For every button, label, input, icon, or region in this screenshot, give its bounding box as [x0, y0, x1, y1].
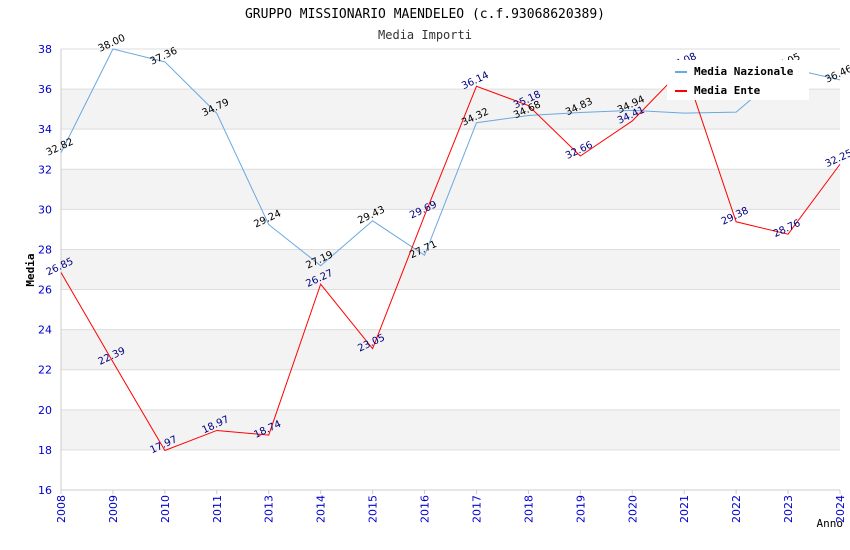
series-line-ente	[60, 66, 841, 452]
gridlines	[60, 48, 840, 491]
y-tick-label: 26	[38, 284, 52, 297]
legend-label-ente: Media Ente	[694, 84, 761, 97]
legend-label-nazionale: Media Nazionale	[694, 65, 794, 78]
series-line-nazionale	[60, 48, 841, 267]
y-tick-label: 22	[38, 364, 52, 377]
x-tick-label: 2010	[159, 495, 172, 523]
x-tick-label: 2008	[55, 495, 68, 523]
y-axis-label: Media	[24, 253, 37, 286]
x-tick-label: 2023	[782, 495, 795, 523]
data-label-nazionale: 29.24	[252, 208, 283, 230]
data-label-ente: 28.76	[772, 218, 803, 240]
x-axis-ticks: 2008 2009 2010 2011 2013 2014 2015 2016 2017 2018…	[55, 490, 847, 523]
chart-title: GRUPPO MISSIONARIO MAENDELEO (c.f.930686…	[245, 7, 605, 22]
x-tick-label: 2019	[574, 495, 587, 523]
series-lines	[60, 48, 841, 452]
x-tick-label: 2024	[834, 495, 847, 523]
y-tick-label: 38	[38, 43, 52, 56]
data-label-nazionale: 36.46	[824, 64, 850, 86]
x-tick-label: 2021	[678, 495, 691, 523]
plot-bands	[61, 89, 840, 450]
y-tick-label: 18	[38, 444, 52, 457]
data-label-nazionale: 32.82	[45, 137, 76, 159]
y-tick-label: 30	[38, 203, 52, 216]
x-tick-label: 2016	[419, 495, 432, 523]
x-tick-label: 2014	[315, 495, 328, 523]
legend-box	[667, 60, 809, 100]
y-tick-label: 20	[38, 404, 52, 417]
y-tick-label: 24	[38, 324, 52, 337]
y-axis-ticks: 16 18 20 22 24 26 28 30 32 34 36 38	[38, 43, 52, 497]
y-tick-label: 34	[38, 123, 52, 136]
y-tick-label: 32	[38, 163, 52, 176]
x-tick-label: 2022	[730, 495, 743, 523]
legend: Media Nazionale Media Ente	[667, 60, 809, 100]
x-tick-label: 2009	[107, 495, 120, 523]
x-tick-label: 2011	[211, 495, 224, 523]
y-tick-label: 28	[38, 243, 52, 256]
data-label-ente: 32.25	[824, 148, 850, 170]
x-tick-label: 2015	[367, 495, 380, 523]
y-tick-label: 16	[38, 484, 52, 497]
plot-band	[61, 249, 840, 290]
y-tick-label: 36	[38, 83, 52, 96]
data-label-ente: 32.66	[564, 140, 595, 162]
plot-band	[61, 409, 840, 450]
x-axis-label: Anno	[817, 517, 844, 530]
x-tick-label: 2017	[470, 495, 483, 523]
x-tick-label: 2018	[522, 495, 535, 523]
chart-subtitle: Media Importi	[378, 28, 472, 42]
x-tick-label: 2020	[626, 495, 639, 523]
x-tick-label: 2013	[263, 495, 276, 523]
plot-band	[61, 329, 840, 370]
